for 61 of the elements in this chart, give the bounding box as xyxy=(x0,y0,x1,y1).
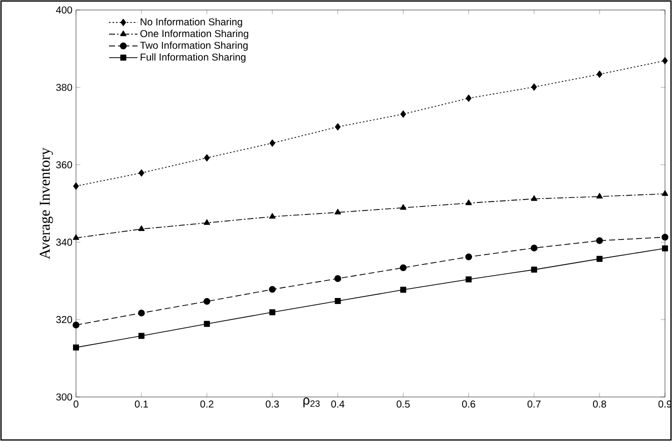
point xyxy=(530,195,538,201)
point xyxy=(400,286,406,293)
point xyxy=(400,204,406,210)
y-tick-label: 400 xyxy=(56,6,72,14)
point xyxy=(334,275,342,282)
point xyxy=(138,332,144,339)
point xyxy=(662,190,668,196)
point xyxy=(73,344,80,350)
point xyxy=(465,200,472,206)
y-tick-label: 300 xyxy=(56,393,72,401)
legend-label: One Information Sharing xyxy=(140,30,248,40)
y-tick-label: 340 xyxy=(56,238,72,246)
x-tick-label: 0.8 xyxy=(592,400,606,408)
point xyxy=(204,219,210,225)
point xyxy=(466,94,472,102)
point xyxy=(138,310,145,316)
point xyxy=(269,309,276,316)
point xyxy=(204,320,210,327)
point xyxy=(531,266,538,273)
legend-label: Full Information Sharing xyxy=(140,53,246,63)
point xyxy=(531,83,537,91)
legend-label: No Information Sharing xyxy=(140,18,242,28)
x-tick-label: 0.6 xyxy=(462,400,476,408)
x-axis-title: ρ$_{23}$ xyxy=(303,398,320,408)
point xyxy=(334,123,341,130)
point xyxy=(138,225,145,232)
point xyxy=(400,110,406,118)
point xyxy=(596,237,603,244)
point xyxy=(662,57,668,64)
x-tick-label: 0.5 xyxy=(396,400,410,408)
y-axis-title: Average Inventory xyxy=(40,148,53,260)
x-tick-label: 0.1 xyxy=(134,400,148,408)
point xyxy=(596,256,603,262)
point xyxy=(334,298,341,304)
point xyxy=(400,264,407,272)
point xyxy=(466,276,472,282)
point xyxy=(269,213,276,219)
x-tick-label: 0.2 xyxy=(200,400,214,408)
y-tick-label: 380 xyxy=(56,84,72,91)
x-tick-label: 0.4 xyxy=(331,400,344,408)
x-tick-label: 0.7 xyxy=(528,400,541,408)
y-tick-label: 360 xyxy=(56,161,72,168)
point xyxy=(203,298,210,305)
point xyxy=(334,208,341,214)
point xyxy=(530,244,538,252)
point xyxy=(465,253,472,260)
y-tick-label: 320 xyxy=(56,316,72,324)
point xyxy=(72,234,80,240)
point xyxy=(596,70,602,78)
point xyxy=(662,234,668,241)
point xyxy=(204,154,210,162)
legend-label: Two Information Sharing xyxy=(140,42,248,51)
point xyxy=(270,140,276,147)
x-tick-label: 0.3 xyxy=(266,400,279,408)
point xyxy=(72,322,80,328)
point xyxy=(596,192,603,199)
x-tick-label: 0 xyxy=(74,400,78,408)
point xyxy=(268,286,276,293)
point xyxy=(73,182,79,190)
point xyxy=(662,245,668,252)
point xyxy=(138,169,144,177)
